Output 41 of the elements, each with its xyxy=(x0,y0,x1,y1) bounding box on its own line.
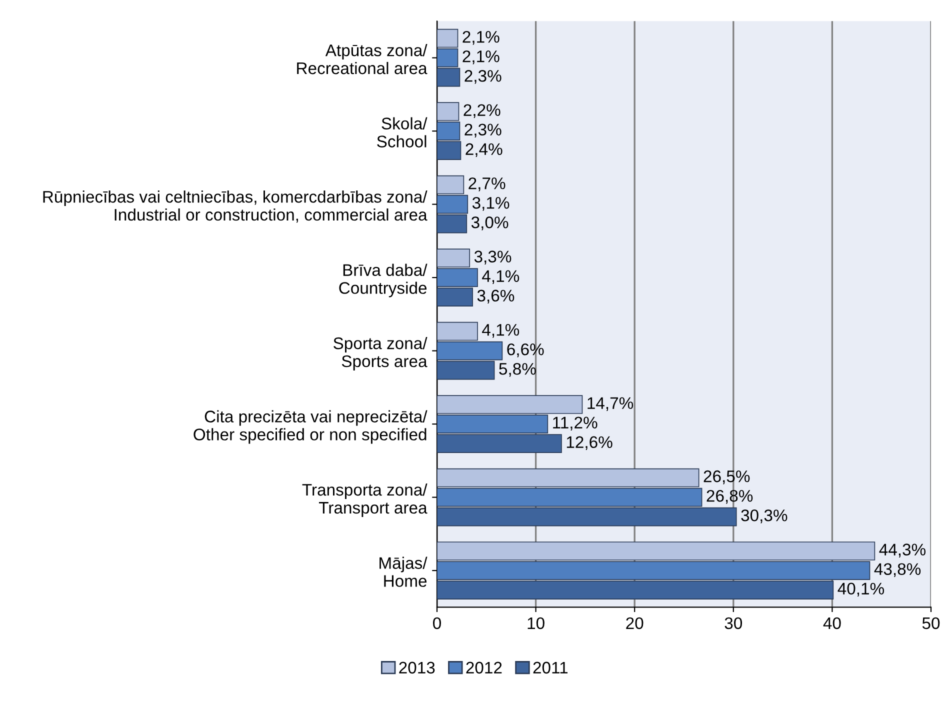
data-label: 11,2% xyxy=(553,416,598,430)
data-label: 44,3% xyxy=(879,544,926,558)
data-label: 2,3% xyxy=(464,124,502,138)
legend-label: 2011 xyxy=(533,662,568,674)
data-label: 26,8% xyxy=(706,490,753,504)
data-label: 4,1% xyxy=(482,324,520,338)
x-tick-label: 0 xyxy=(433,617,441,630)
data-label: 14,7% xyxy=(588,397,634,411)
data-label: 2,4% xyxy=(466,143,502,158)
y-tick-label: Atpūtas zona/ Recreational area xyxy=(297,44,428,74)
data-label: 3,0% xyxy=(471,216,508,230)
legend-label: 2012 xyxy=(466,662,502,674)
y-tick-label: Skola/ School xyxy=(377,117,428,148)
data-label: 3,6% xyxy=(477,290,514,304)
x-tick-label: 10 xyxy=(528,617,544,630)
data-label: 5,8% xyxy=(499,363,536,377)
data-label: 4,1% xyxy=(482,270,520,284)
data-label: 3,1% xyxy=(472,196,510,211)
x-tick-label: 30 xyxy=(724,617,742,630)
y-tick-label: Transporta zona/ Transport area xyxy=(302,483,428,517)
legend-label: 2013 xyxy=(399,662,435,674)
y-tick-label: Cita precizēta vai neprecizēta/ Other specified or non specified xyxy=(194,410,428,444)
data-label: 12,6% xyxy=(566,436,612,450)
data-label: 30,3% xyxy=(741,509,788,524)
x-tick-label: 40 xyxy=(823,617,841,630)
data-label: 26,5% xyxy=(704,470,750,484)
x-tick-label: 50 xyxy=(922,617,940,630)
data-label: 2,1% xyxy=(462,50,500,64)
x-tick-label: 20 xyxy=(626,617,644,630)
data-label: 43,8% xyxy=(874,563,921,577)
data-label: 2,7% xyxy=(468,177,506,192)
y-tick-label: Sporta zona/ Sports area xyxy=(334,336,428,370)
y-tick-label: Brīva daba/ Countryside xyxy=(339,264,428,298)
data-label: 6,6% xyxy=(507,343,544,358)
data-label: 3,3% xyxy=(474,250,512,264)
data-label: 2,2% xyxy=(464,104,500,118)
y-tick-label: Mājas/ Home xyxy=(380,556,428,587)
data-label: 40,1% xyxy=(838,582,884,597)
data-label: 2,3% xyxy=(464,70,502,84)
y-tick-label: Rūpniecības vai celtniecības, komercdarbības zona/ Industrial or construction, commercial area xyxy=(43,190,428,223)
data-label: 2,1% xyxy=(462,30,500,45)
